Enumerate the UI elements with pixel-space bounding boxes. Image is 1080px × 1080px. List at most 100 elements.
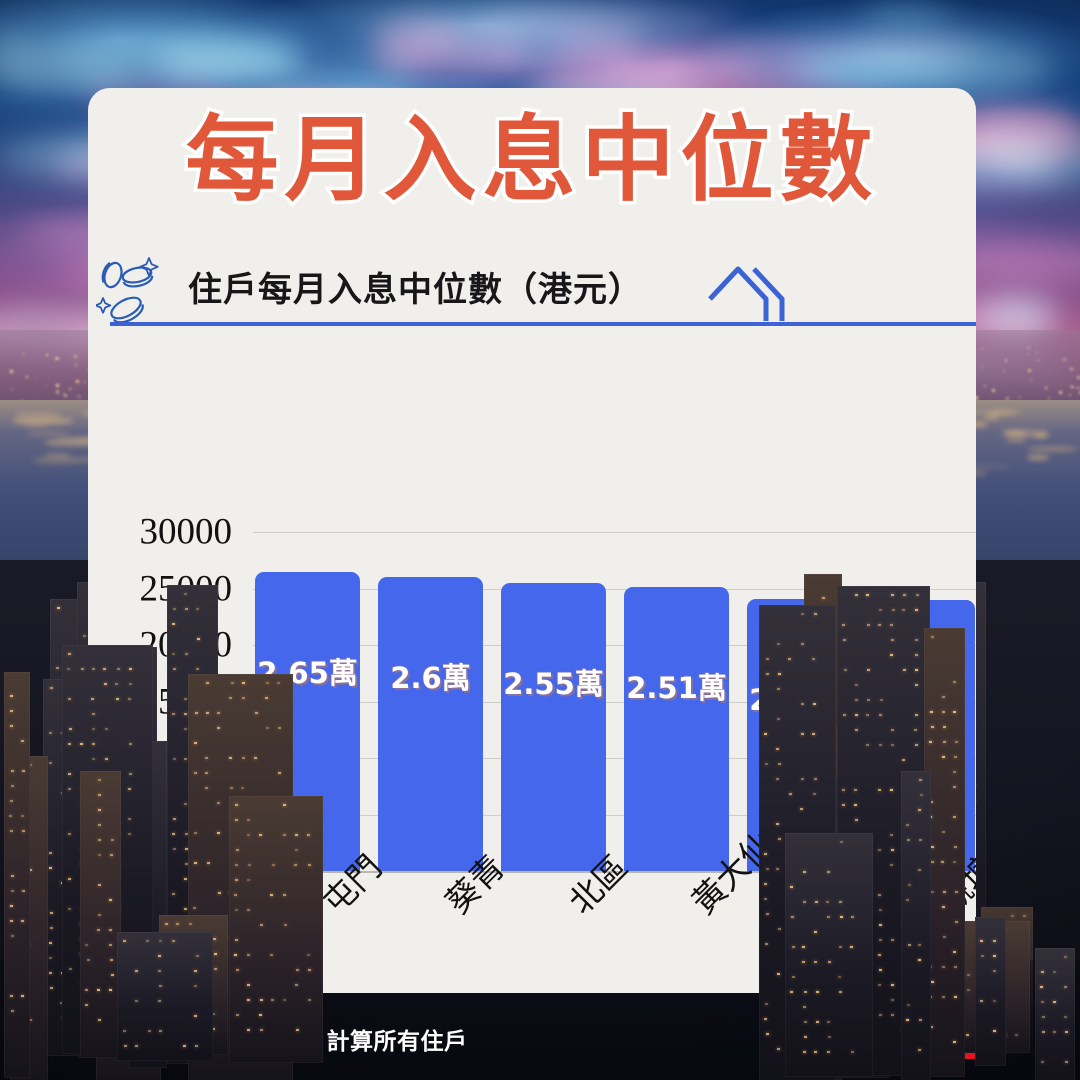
window-light [815, 1020, 819, 1023]
window-light [918, 1049, 922, 1052]
window-light [307, 864, 311, 867]
window-light [891, 728, 895, 731]
window-light [850, 1050, 854, 1053]
window-light [48, 942, 52, 945]
window-light [765, 867, 769, 870]
window-light [158, 969, 162, 972]
window-light [98, 1018, 102, 1021]
gridline [253, 645, 976, 646]
window-light [97, 778, 101, 781]
window-light [877, 953, 881, 956]
window-light [801, 732, 805, 735]
window-light [953, 711, 957, 714]
window-light [826, 1020, 830, 1023]
window-light [97, 988, 101, 991]
window-light [172, 712, 176, 715]
window-light [866, 593, 870, 596]
window-light [85, 1003, 89, 1006]
window-light [246, 879, 250, 882]
subtitle-row: 住戶每月入息中位數（港元） [88, 250, 976, 330]
window-light [906, 899, 910, 902]
window-light [270, 999, 274, 1002]
window-light [838, 945, 842, 948]
window-light [206, 862, 210, 865]
window-light [183, 907, 187, 910]
window-light [791, 915, 794, 918]
window-light [134, 1044, 138, 1047]
window-light [9, 905, 13, 908]
window-light [10, 935, 14, 938]
window-light [307, 999, 311, 1002]
window-light [122, 939, 126, 942]
window-light [764, 942, 768, 945]
window-light [109, 928, 113, 931]
window-light [247, 954, 251, 957]
window-light [919, 794, 923, 797]
window-light [196, 607, 200, 610]
window-light [68, 832, 72, 835]
window-light [764, 1017, 768, 1020]
window-light [877, 623, 881, 626]
window-light [206, 682, 210, 685]
window-light [194, 1014, 198, 1017]
window-light [930, 981, 934, 984]
window-light [21, 770, 25, 773]
window-light [890, 1013, 894, 1016]
window-light [11, 1010, 15, 1013]
window-light [104, 727, 108, 730]
window-light [97, 808, 101, 811]
window-light [110, 973, 114, 976]
bar-value-label: 2.51萬 [626, 671, 727, 706]
window-light [85, 943, 88, 946]
window-light [915, 593, 919, 596]
window-light [172, 847, 176, 850]
window-light [953, 681, 957, 684]
window-light [878, 908, 882, 911]
window-light [854, 698, 858, 701]
window-light [814, 930, 818, 933]
window-light [234, 954, 238, 957]
window-light [193, 742, 197, 745]
window-light [1052, 1030, 1056, 1033]
window-light [235, 849, 239, 852]
window-light [814, 612, 817, 615]
window-light [855, 713, 859, 716]
window-light [929, 741, 933, 744]
window-light [954, 891, 958, 894]
window-light [48, 732, 52, 735]
window-light [9, 800, 13, 803]
window-light [953, 846, 957, 849]
window-light [247, 984, 251, 987]
window-light [109, 958, 113, 961]
window-light [878, 893, 882, 896]
window-light [21, 740, 25, 743]
window-light [878, 923, 882, 926]
window-light [294, 834, 298, 837]
window-light [826, 915, 830, 918]
window-light [802, 870, 806, 873]
window-light [295, 1029, 299, 1032]
window-light [953, 951, 957, 954]
window-light [295, 984, 299, 987]
window-light [914, 713, 918, 716]
window-light [839, 915, 843, 918]
gridline [253, 758, 976, 759]
window-light [282, 804, 286, 807]
window-light [228, 697, 232, 700]
window-light [879, 713, 883, 716]
window-light [992, 1029, 996, 1032]
window-light [1064, 1060, 1068, 1063]
window-light [914, 743, 918, 746]
window-light [9, 830, 13, 833]
window-light [803, 1035, 807, 1038]
window-light [902, 608, 906, 611]
window-light [791, 945, 795, 948]
window-light [234, 819, 238, 822]
window-light [122, 1029, 126, 1032]
window-light [294, 849, 298, 852]
window-light [265, 697, 269, 700]
window-light [839, 990, 843, 993]
window-light [68, 652, 72, 655]
window-light [842, 803, 846, 806]
window-light [176, 923, 180, 926]
